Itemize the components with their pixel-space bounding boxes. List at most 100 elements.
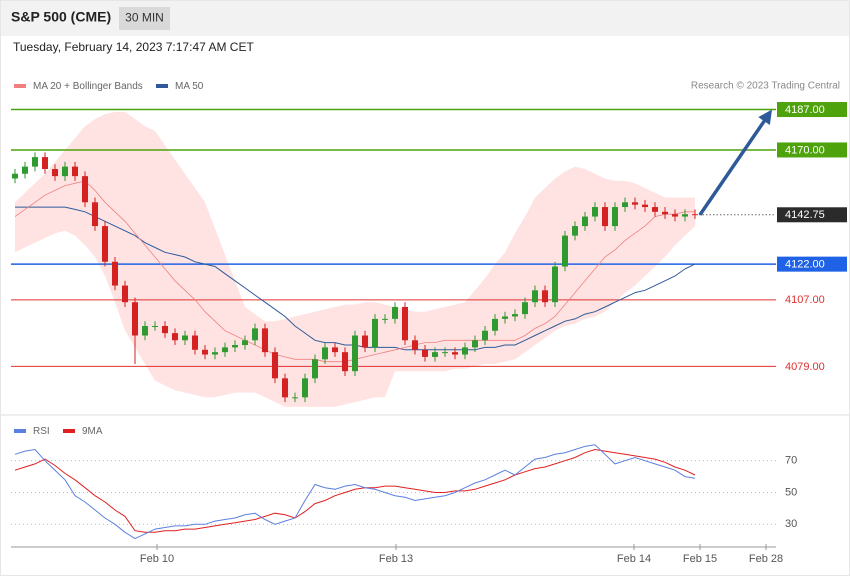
candle-body [622,202,628,208]
level-box [777,256,847,272]
candle-body [282,378,288,398]
candle-body [62,166,68,177]
timeframe: 30 MIN [125,11,164,25]
candle-body [212,352,218,355]
level-label: 4107.00 [785,294,825,306]
x-tick-label: Feb 15 [683,553,717,565]
candle-body [602,207,608,227]
candle-body [612,207,618,227]
candle-body [662,211,668,215]
candle-body [412,340,418,350]
candle-body [132,302,138,336]
candle-body [502,316,508,319]
candle-body [92,202,98,227]
candle-body [362,335,368,348]
candle-body [32,157,38,167]
candle-body [432,352,438,357]
candle-body [392,306,398,319]
candle-body [172,333,178,341]
timestamp: Tuesday, February 14, 2023 7:17:47 AM CE… [13,40,254,54]
credit: Research © 2023 Trading Central [691,81,840,92]
candle-body [472,340,478,348]
candle-body [72,166,78,177]
candle-body [692,214,698,216]
candle-body [672,214,678,217]
x-tick-label: Feb 13 [379,553,413,565]
legend-label: MA 20 + Bollinger Bands [33,81,143,92]
candle-body [382,318,388,320]
candle-body [572,226,578,236]
x-tick-label: Feb 28 [749,553,783,565]
rsi-line [14,444,696,540]
legend-swatch [156,84,168,88]
candle-body [542,290,548,303]
level-box [777,207,847,223]
candle-body [262,328,268,353]
candle-body [462,347,468,355]
level-label: 4142.75 [785,209,825,221]
legend-label: RSI [33,426,50,437]
candle-body [582,216,588,227]
candle-body [52,168,58,177]
candle-body [322,347,328,360]
legend-swatch [14,84,26,88]
title: S&P 500 (CME) [11,9,111,25]
candle-body [592,207,598,217]
candle-body [442,352,448,354]
candle-body [342,352,348,372]
candle-body [42,157,48,169]
candle-body [532,290,538,303]
candle-body [202,349,208,355]
candle-body [292,397,298,399]
candle-body [152,325,158,327]
timeframe-badge [119,7,170,30]
candle-body [642,204,648,208]
candle-body [122,285,128,303]
legend-label: 9MA [82,426,103,437]
candle-body [162,325,168,334]
level-label: 4170.00 [785,144,825,156]
candle-body [372,318,378,348]
candle-body [682,214,688,217]
candle-body [142,325,148,336]
candle-body [102,226,108,262]
candle-body [632,202,638,205]
level-label: 4122.00 [785,259,825,271]
candle-body [552,266,558,303]
level-box [777,102,847,118]
candle-body [242,340,248,346]
candle-body [12,173,18,179]
x-tick-label: Feb 14 [617,553,651,565]
y-tick-label: 30 [785,518,797,530]
candle-body [492,318,498,331]
rsi-ma-line [14,448,696,533]
candle-body [562,235,568,267]
x-tick-label: Feb 10 [140,553,174,565]
candle-body [232,345,238,348]
candle-body [272,352,278,379]
level-label: 4079.00 [785,361,825,373]
candle-body [222,347,228,353]
candle-body [302,378,308,398]
level-label: 4187.00 [785,104,825,116]
candle-body [522,302,528,315]
legend-swatch [14,429,26,433]
candle-body [182,335,188,341]
level-box [777,142,847,158]
forecast-arrow [698,114,770,216]
candle-body [422,349,428,357]
candle-body [332,347,338,353]
candle-body [252,328,258,341]
candle-body [652,207,658,212]
y-tick-label: 70 [785,455,797,467]
y-tick-label: 50 [785,486,797,498]
candle-body [512,314,518,317]
candle-body [452,352,458,355]
candle-body [482,330,488,341]
forecast-arrow-head [758,109,772,126]
candle-body [402,306,408,341]
legend-label: MA 50 [175,81,204,92]
candle-body [312,359,318,379]
